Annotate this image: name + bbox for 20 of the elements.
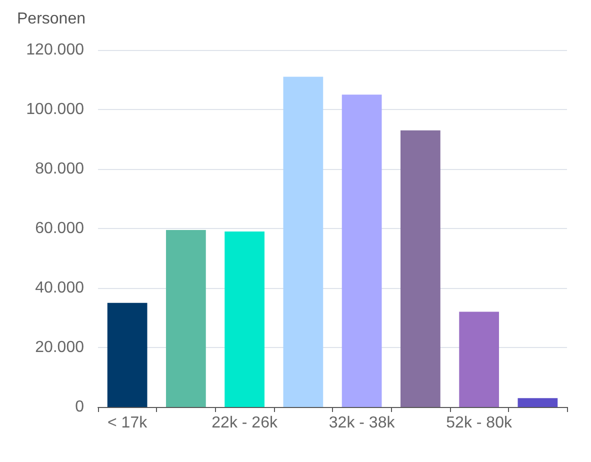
y-tick-label: 80.000	[35, 160, 84, 178]
y-tick-label: 120.000	[26, 42, 84, 58]
bar	[283, 76, 324, 407]
bar	[342, 94, 382, 407]
y-tick-label: 0	[75, 398, 84, 416]
y-tick-label: 20.000	[35, 339, 84, 356]
x-tick-label: 22k - 26k	[212, 414, 278, 432]
x-tick-label: < 17k	[108, 414, 148, 432]
y-tick-label: 60.000	[35, 220, 84, 237]
x-tick-label: 52k - 80k	[446, 414, 513, 432]
y-axis-title: Personen	[17, 10, 86, 28]
y-tick-label: 100.000	[26, 101, 84, 118]
bar	[166, 230, 206, 407]
bar	[107, 302, 148, 407]
bar	[224, 231, 264, 407]
bar	[400, 130, 440, 407]
x-tick-label: 32k - 38k	[328, 414, 396, 432]
bar	[518, 398, 558, 407]
bar	[459, 312, 499, 407]
y-tick-label: 40.000	[35, 280, 84, 296]
